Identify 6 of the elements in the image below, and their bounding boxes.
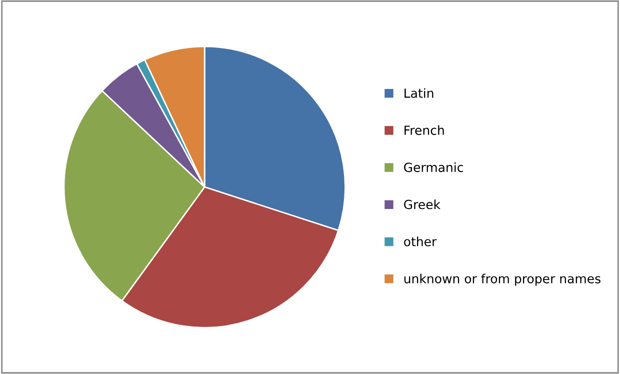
legend-label: unknown or from proper names [404, 274, 600, 286]
legend-label: French [404, 125, 444, 135]
legend-label: Germanic [404, 162, 463, 172]
legend-label: Latin [404, 88, 434, 98]
legend-label: other [404, 236, 437, 246]
legend-label: Greek [404, 200, 440, 210]
